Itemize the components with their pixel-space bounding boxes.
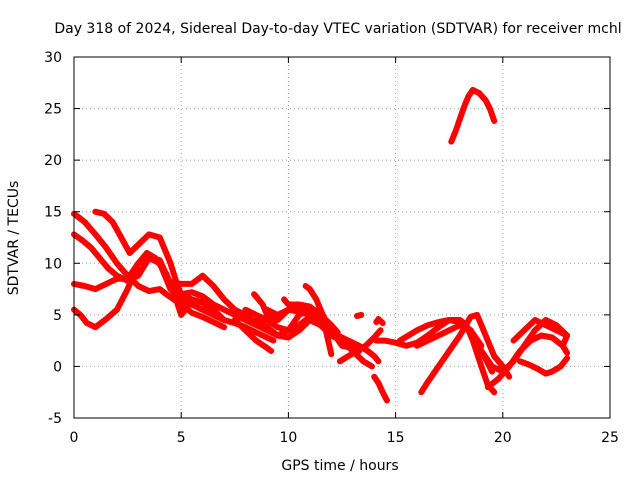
series-arc-22	[396, 317, 498, 396]
x-axis-label: GPS time / hours	[281, 458, 398, 474]
y-tick-label: -5	[48, 411, 62, 427]
series-arc-4	[71, 250, 191, 331]
data-traces	[71, 87, 571, 404]
series-arc-18	[354, 311, 365, 319]
y-tick-label: 15	[44, 205, 62, 221]
plot-frame	[73, 56, 611, 419]
axis-ticks	[73, 56, 611, 419]
y-tick-label: 30	[44, 50, 62, 66]
x-axis-tick-labels: 0 5 10 15 20 25	[70, 430, 619, 446]
y-tick-label: 0	[53, 359, 62, 375]
series-arc-23	[414, 322, 485, 349]
y-tick-label: 5	[53, 308, 62, 324]
x-tick-label: 20	[494, 430, 512, 446]
series-arc-7	[178, 289, 281, 339]
series-arc-29	[448, 87, 498, 145]
y-axis-label: SDTVAR / TECUs	[6, 181, 22, 296]
series-arc-20	[371, 373, 390, 404]
x-tick-label: 5	[177, 430, 186, 446]
series-arc-12	[251, 291, 309, 323]
series-arc-19	[373, 316, 386, 327]
series-arc-27	[510, 317, 571, 344]
x-tick-label: 15	[387, 430, 405, 446]
x-tick-label: 0	[70, 430, 79, 446]
grid-lines	[74, 57, 610, 418]
chart-title: Day 318 of 2024, Sidereal Day-to-day VTE…	[54, 21, 621, 37]
series-arc-16	[324, 327, 382, 365]
series-arc-17	[336, 327, 384, 365]
y-tick-label: 25	[44, 102, 62, 118]
x-tick-label: 25	[601, 430, 619, 446]
series-arc-14	[302, 283, 335, 358]
series-arc-26	[484, 332, 571, 391]
y-tick-label: 20	[44, 153, 62, 169]
x-tick-label: 10	[279, 430, 297, 446]
y-tick-label: 10	[44, 256, 62, 272]
series-arc-1	[71, 210, 228, 331]
series-arc-8	[231, 317, 275, 354]
y-axis-tick-labels: -5 0 5 10 15 20 25 30	[44, 50, 62, 427]
series-arc-24	[418, 311, 513, 396]
series-arc-28	[517, 355, 571, 377]
